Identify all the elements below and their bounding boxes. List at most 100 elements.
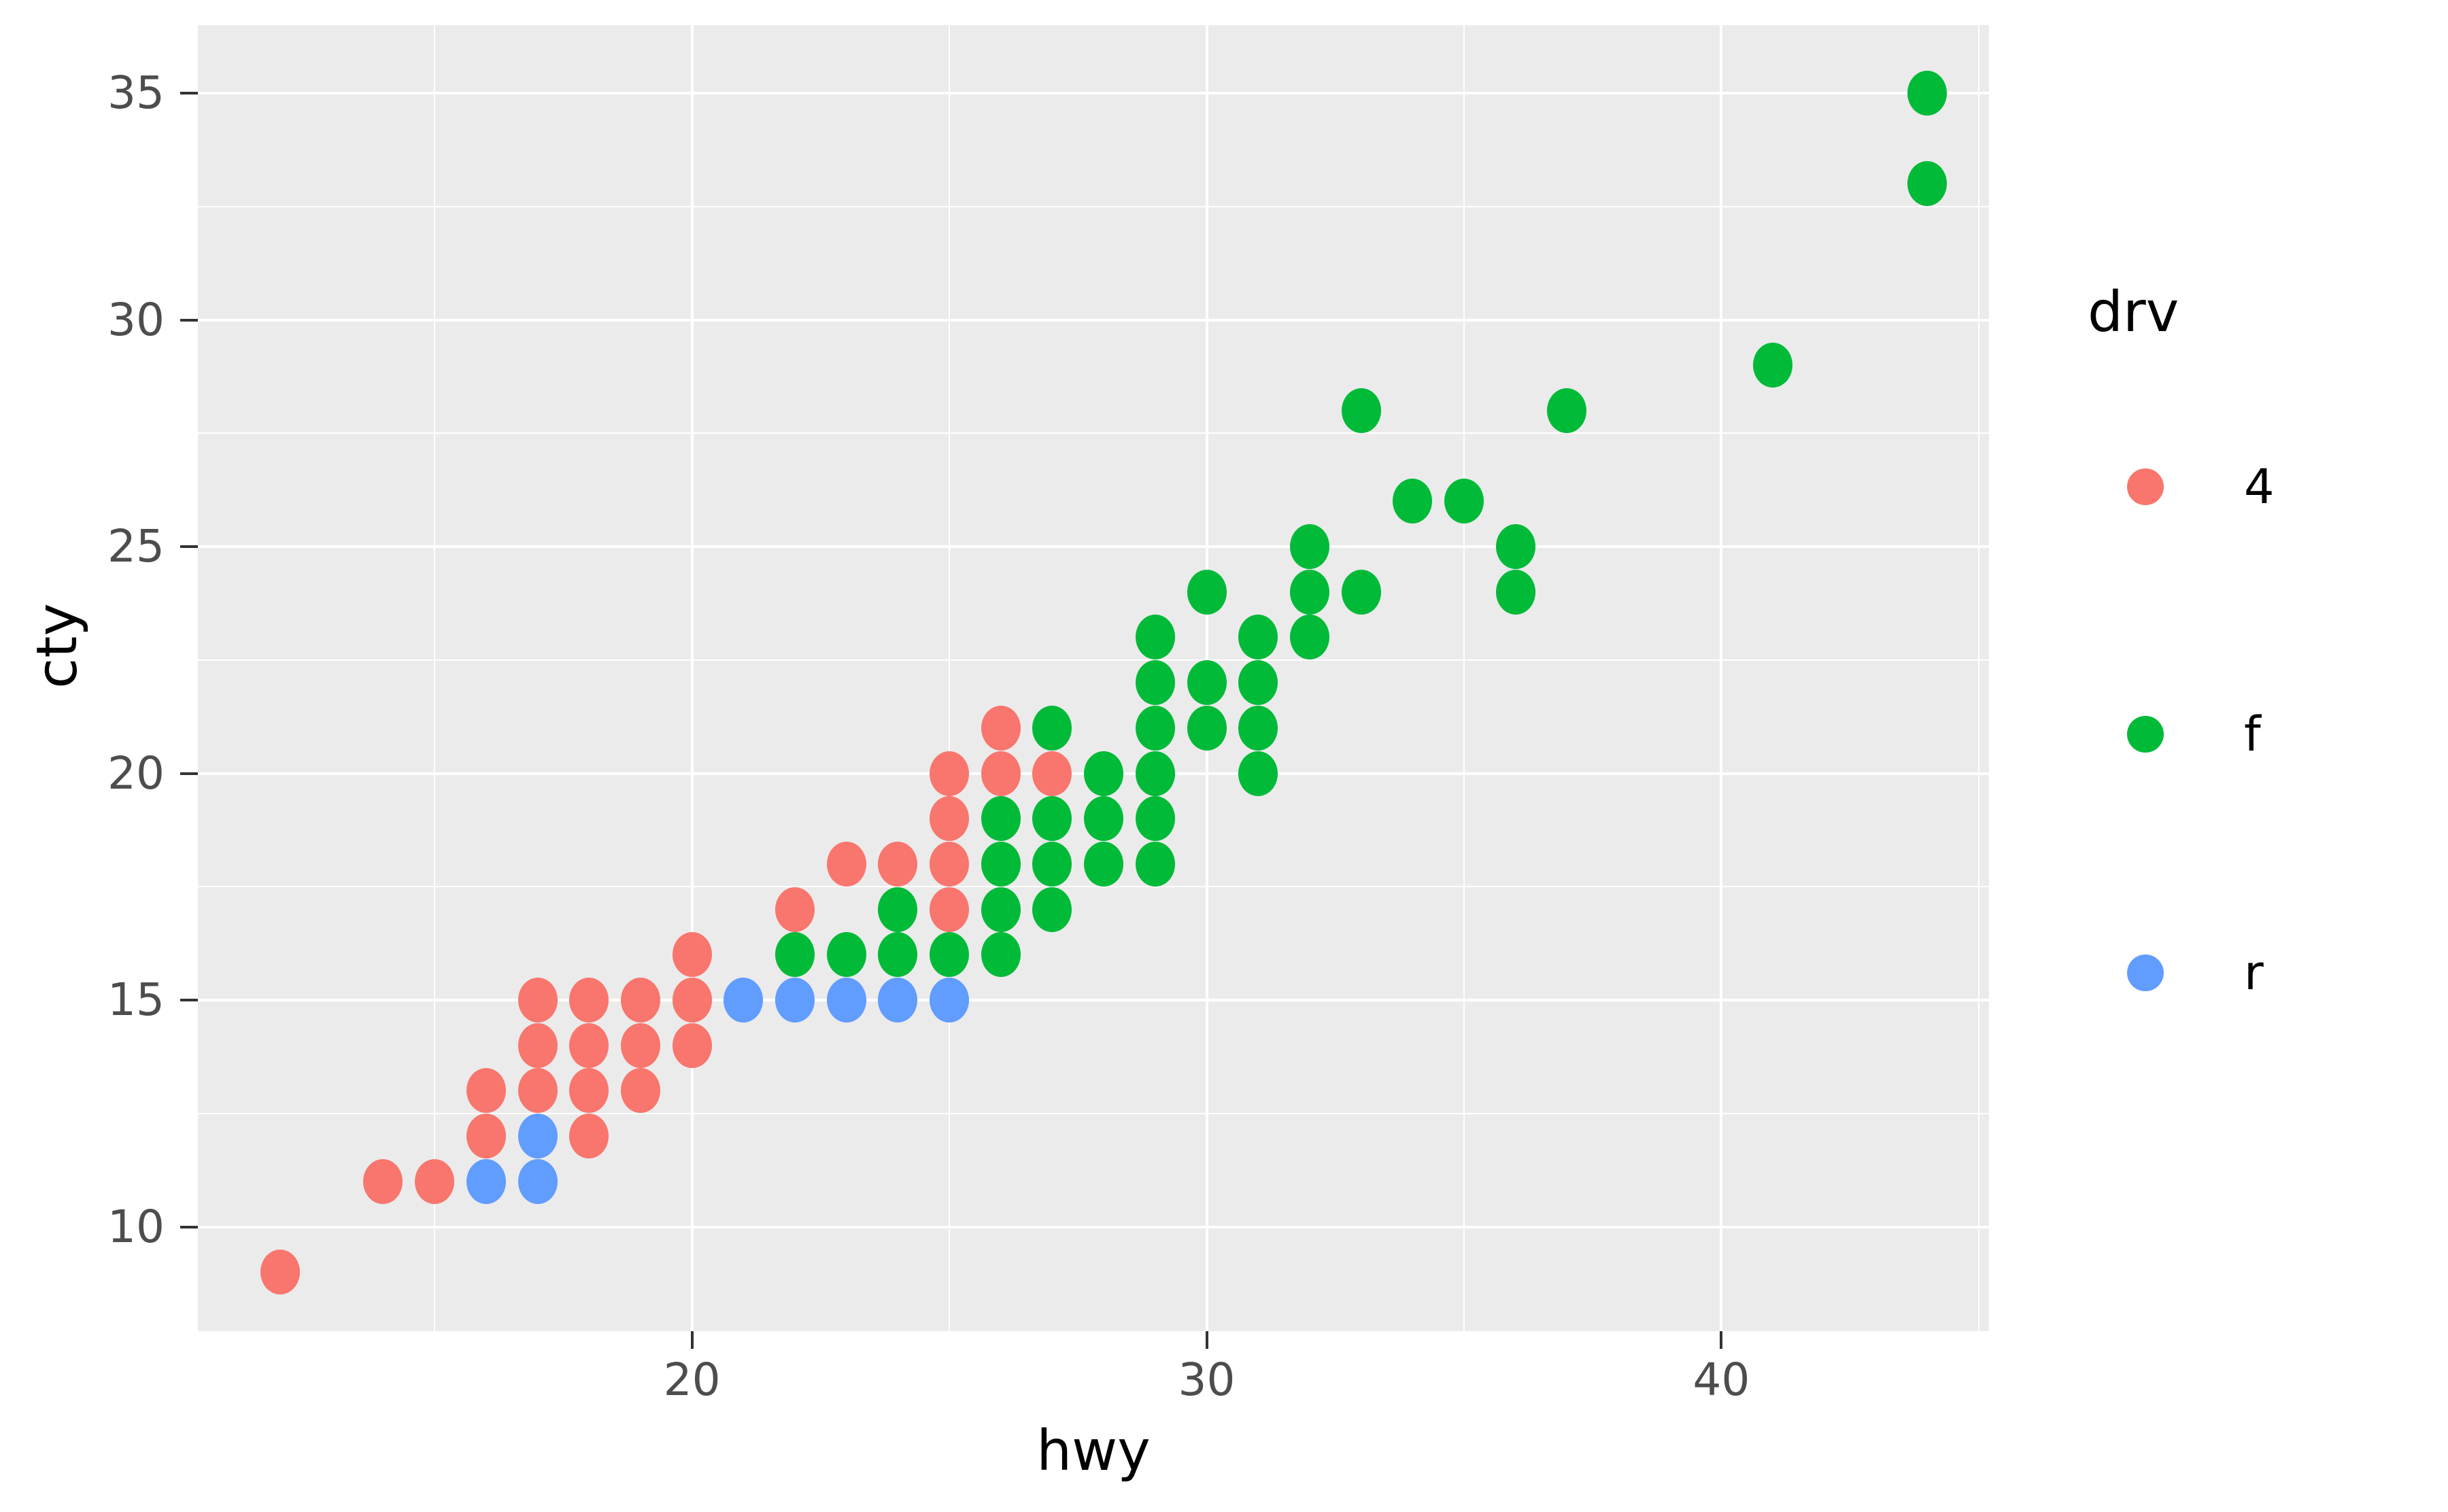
x-gridline-major [1720, 25, 1723, 1331]
data-point-f [1289, 524, 1329, 570]
y-tick-mark [180, 772, 198, 775]
data-point-f [1238, 615, 1278, 660]
data-point-4 [517, 978, 558, 1023]
data-point-f [1084, 751, 1124, 796]
x-gridline-minor [1463, 25, 1465, 1331]
x-tick-mark [690, 1331, 694, 1349]
data-point-f [1238, 751, 1278, 796]
legend-item-label-r: r [2244, 945, 2264, 1001]
plot-panel [198, 25, 1989, 1331]
data-point-f [1135, 660, 1175, 706]
y-tick-label: 15 [107, 974, 165, 1027]
data-point-f [1032, 796, 1072, 842]
data-point-f [981, 796, 1021, 842]
x-tick-label: 40 [1693, 1354, 1750, 1406]
data-point-f [1135, 705, 1175, 751]
y-tick-label: 25 [107, 520, 165, 573]
y-gridline-major [198, 92, 1989, 95]
legend-item-label-4: 4 [2244, 459, 2275, 515]
data-point-f [1907, 161, 1948, 207]
y-gridline-minor [198, 659, 1989, 661]
data-point-f [878, 887, 918, 932]
y-tick-mark [180, 545, 198, 549]
data-point-f [981, 932, 1021, 978]
data-point-f [1444, 479, 1484, 524]
data-point-4 [878, 841, 918, 887]
data-point-4 [930, 841, 970, 887]
y-tick-label: 10 [107, 1200, 165, 1253]
data-point-f [1135, 841, 1175, 887]
y-tick-label: 30 [107, 293, 165, 346]
data-point-4 [620, 978, 660, 1023]
x-tick-label: 30 [1178, 1354, 1236, 1406]
data-point-f [1753, 343, 1793, 388]
data-point-f [1341, 388, 1381, 433]
data-point-4 [363, 1158, 403, 1204]
x-gridline-minor [434, 25, 436, 1331]
legend-key-dot-4 [2127, 468, 2164, 505]
data-point-4 [569, 1023, 609, 1068]
data-point-f [1289, 615, 1329, 660]
data-point-r [826, 978, 866, 1023]
data-point-4 [569, 1114, 609, 1159]
data-point-f [1341, 569, 1381, 615]
data-point-4 [620, 1023, 660, 1068]
data-point-f [1187, 660, 1227, 706]
x-tick-label: 20 [663, 1354, 721, 1406]
x-gridline-minor [1977, 25, 1979, 1331]
y-gridline-minor [198, 1112, 1989, 1114]
data-point-f [1032, 705, 1072, 751]
data-point-4 [517, 1068, 558, 1114]
x-tick-mark [1720, 1331, 1723, 1349]
data-point-4 [517, 1023, 558, 1068]
data-point-f [826, 932, 866, 978]
y-tick-mark [180, 999, 198, 1002]
data-point-f [1289, 569, 1329, 615]
y-gridline-minor [198, 886, 1989, 888]
data-point-4 [260, 1250, 301, 1295]
data-point-r [517, 1114, 558, 1159]
data-point-4 [981, 751, 1021, 796]
data-point-f [1032, 887, 1072, 932]
data-point-r [517, 1158, 558, 1204]
data-point-4 [930, 796, 970, 842]
data-point-4 [466, 1068, 506, 1114]
y-gridline-minor [198, 432, 1989, 434]
data-point-f [981, 841, 1021, 887]
data-point-f [1135, 615, 1175, 660]
data-point-4 [569, 978, 609, 1023]
data-point-4 [930, 751, 970, 796]
data-point-4 [569, 1068, 609, 1114]
y-gridline-major [198, 999, 1989, 1002]
y-tick-mark [180, 92, 198, 95]
data-point-f [878, 932, 918, 978]
data-point-4 [672, 932, 712, 978]
data-point-4 [672, 978, 712, 1023]
y-tick-label: 20 [107, 746, 165, 800]
legend-title: drv [2088, 280, 2179, 345]
x-gridline-minor [949, 25, 951, 1331]
data-point-f [1238, 660, 1278, 706]
data-point-f [1135, 751, 1175, 796]
data-point-f [1135, 796, 1175, 842]
data-point-4 [620, 1068, 660, 1114]
data-point-f [930, 932, 970, 978]
data-point-r [878, 978, 918, 1023]
data-point-f [1495, 569, 1535, 615]
y-tick-label: 35 [107, 67, 165, 120]
legend-key-dot-f [2127, 716, 2164, 753]
data-point-f [1084, 796, 1124, 842]
data-point-f [1495, 524, 1535, 570]
x-gridline-major [690, 25, 694, 1331]
y-gridline-major [198, 545, 1989, 549]
data-point-f [981, 887, 1021, 932]
x-tick-mark [1205, 1331, 1208, 1349]
y-gridline-major [198, 1225, 1989, 1228]
data-point-4 [672, 1023, 712, 1068]
data-point-f [775, 932, 815, 978]
y-tick-mark [180, 1225, 198, 1228]
data-point-r [724, 978, 764, 1023]
data-point-f [1187, 569, 1227, 615]
data-point-4 [1032, 751, 1072, 796]
